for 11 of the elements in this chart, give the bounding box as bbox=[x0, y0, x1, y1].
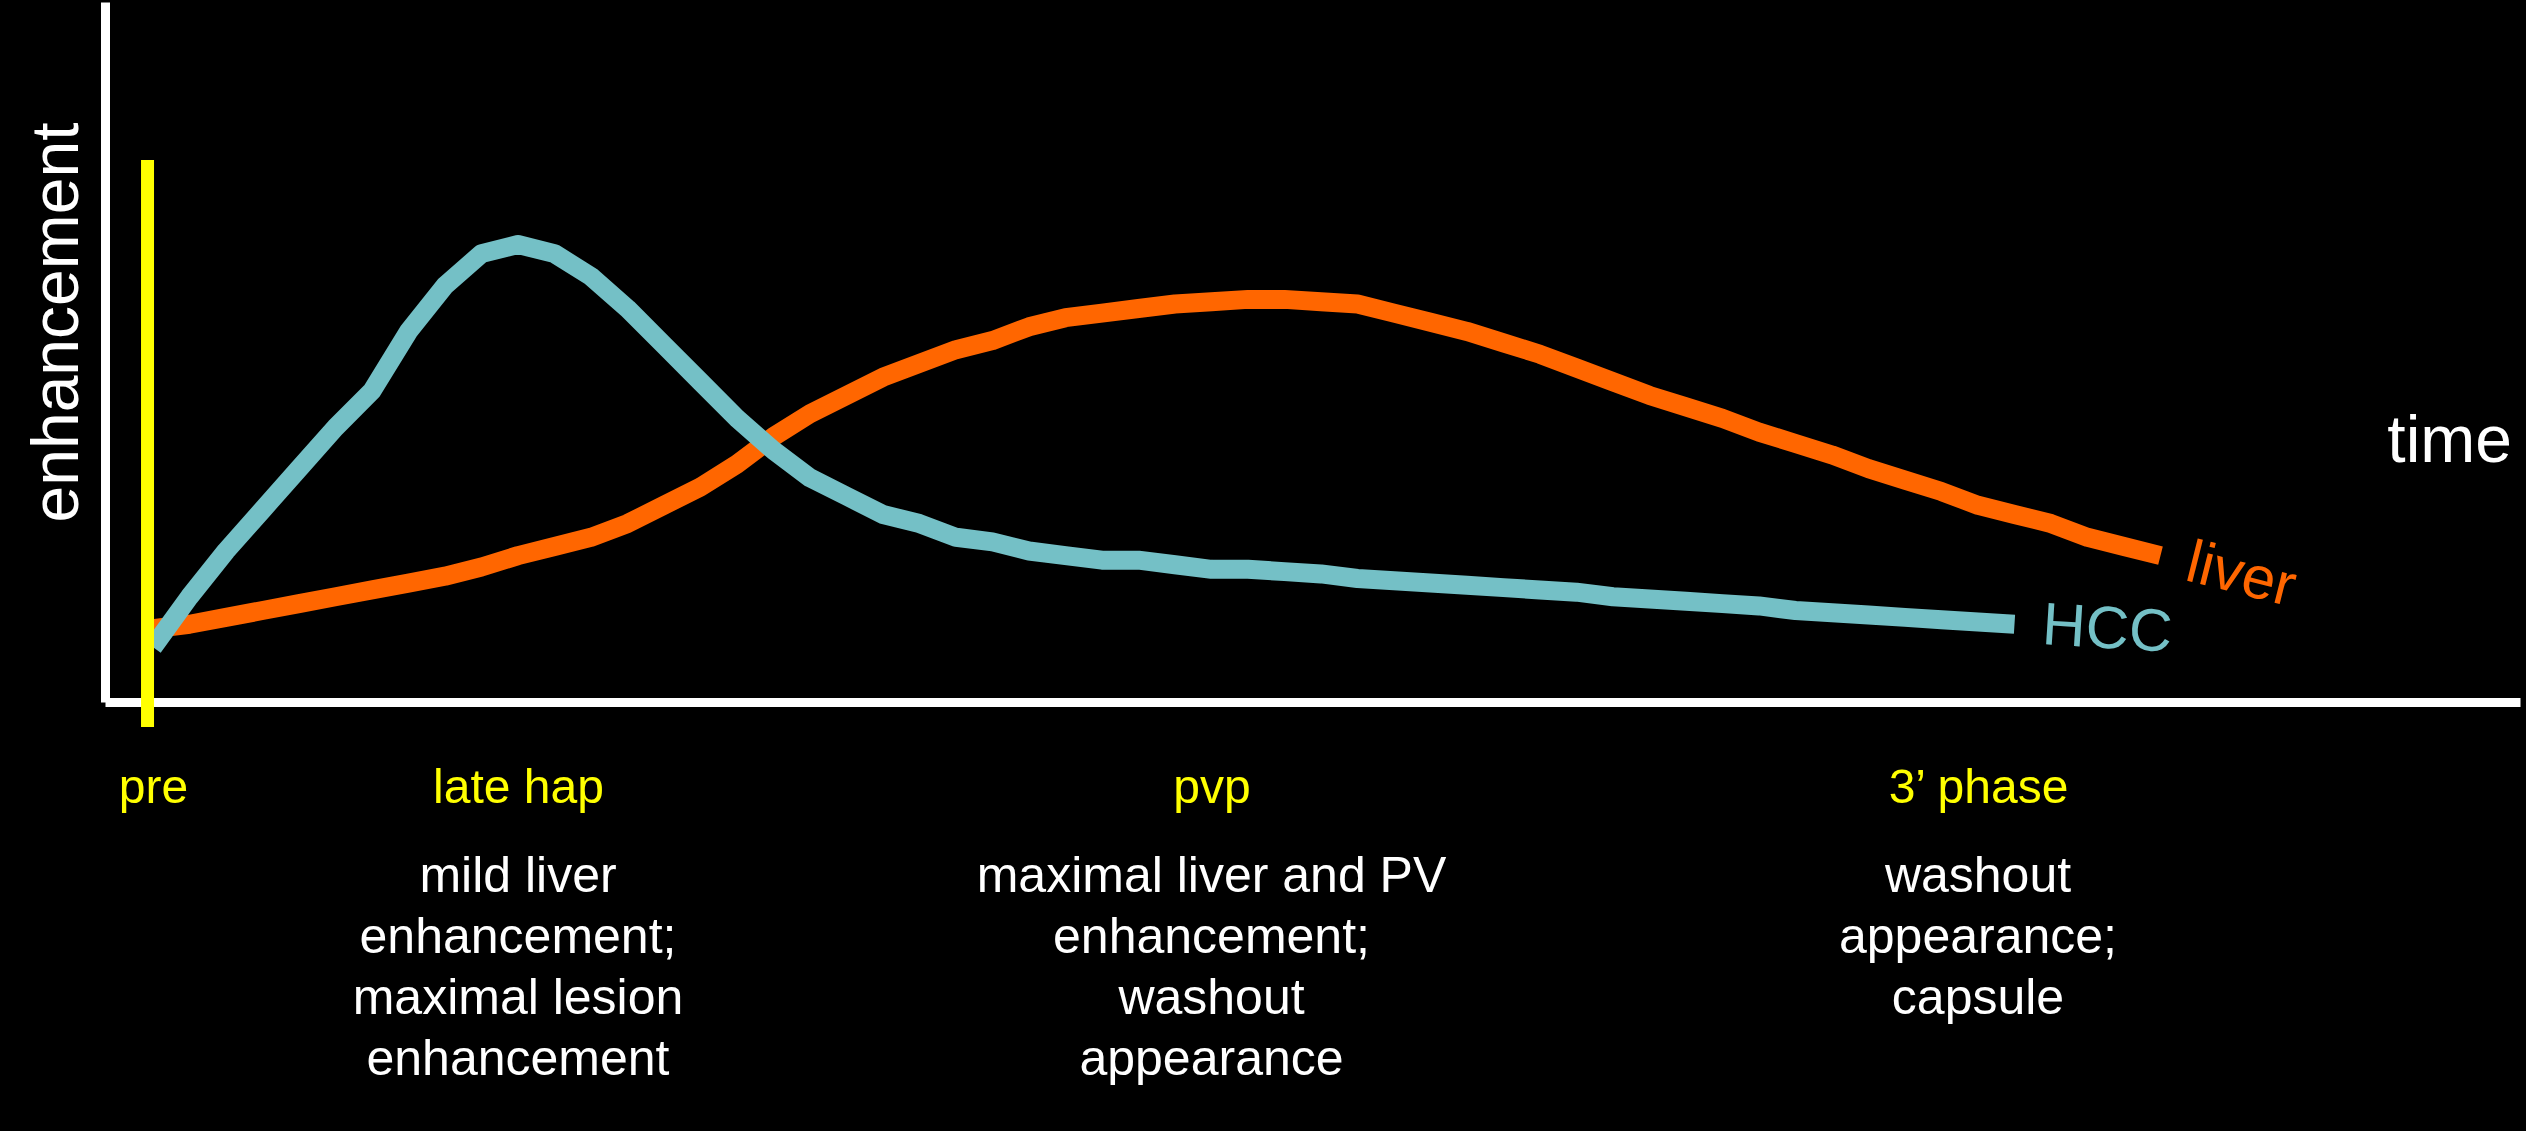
x-tick-label: pvp bbox=[1173, 759, 1251, 813]
text: washout appearance; capsule bbox=[1838, 847, 2118, 1025]
x-tick-label: pre bbox=[118, 759, 189, 813]
x-tick-label: 3’ phase bbox=[1888, 759, 2069, 813]
series-label: HCC bbox=[2040, 590, 2175, 666]
x-tick-label: late hap bbox=[433, 759, 604, 813]
x-axis-title: time bbox=[2387, 402, 2512, 476]
text: maximal liver and PV enhancement; washout appearance bbox=[976, 847, 1447, 1086]
text: liver bbox=[2180, 527, 2304, 620]
y-axis-title: enhancement bbox=[17, 122, 92, 523]
text: mild liver enhancement; maximal lesion enhancement bbox=[352, 847, 684, 1086]
